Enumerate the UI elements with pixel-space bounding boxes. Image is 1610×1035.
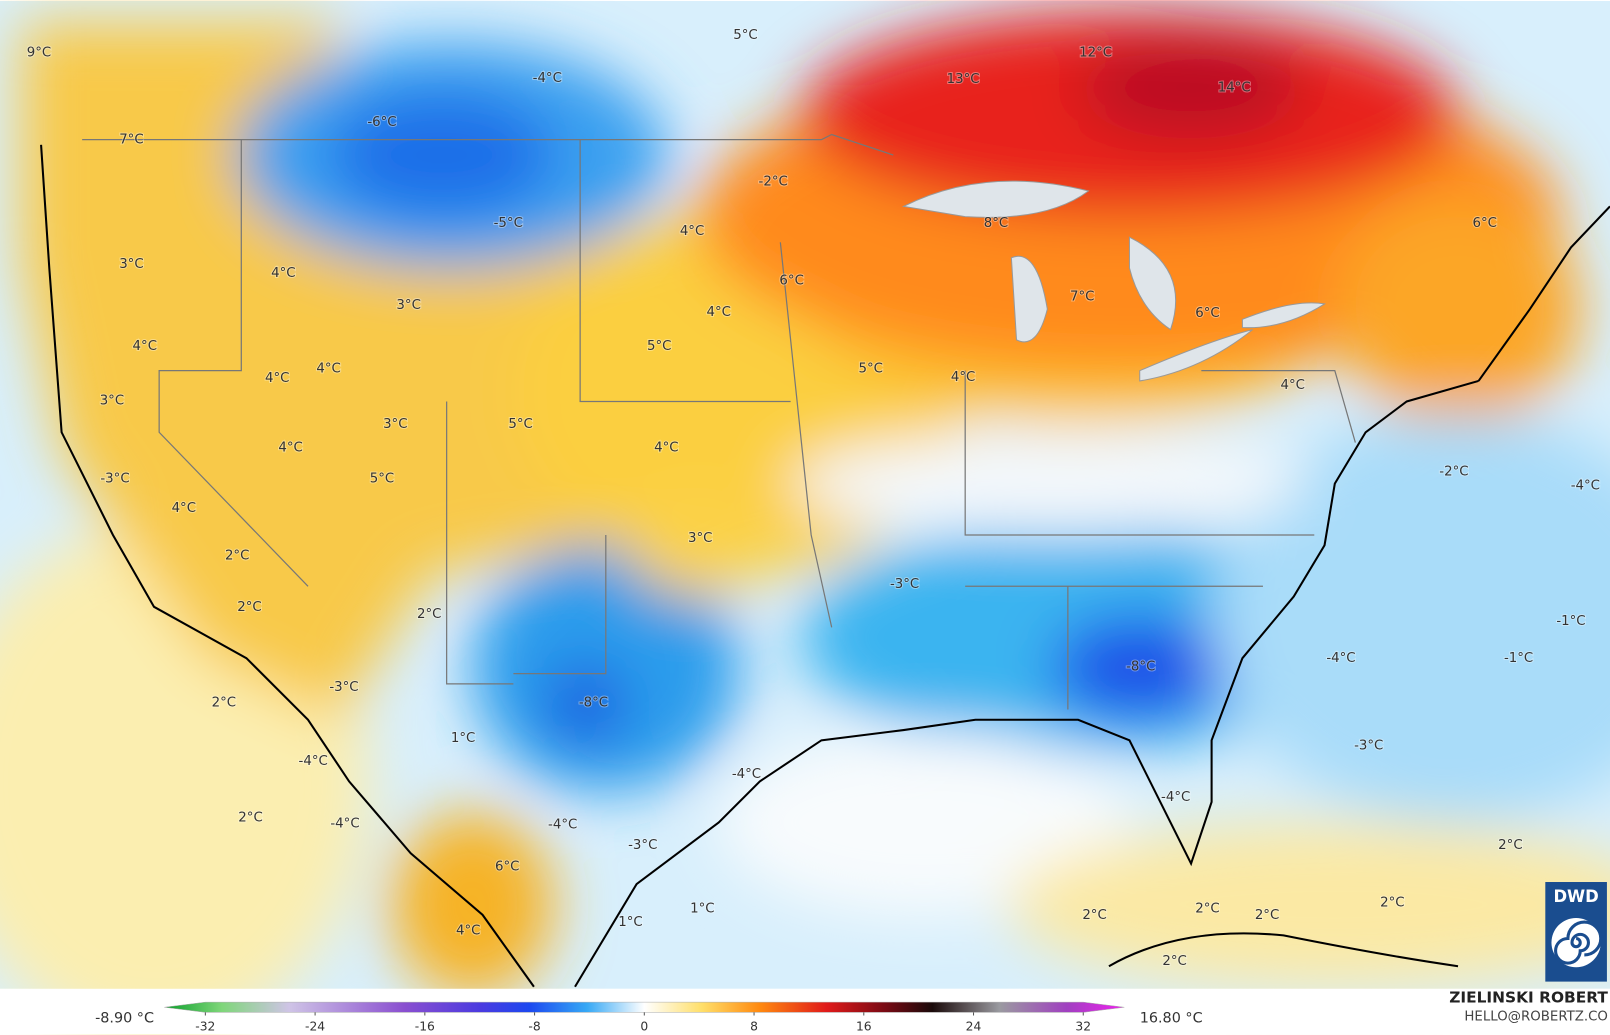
temperature-label: 2°C bbox=[1255, 908, 1279, 923]
temperature-label: 4°C bbox=[951, 370, 975, 385]
temperature-label: 4°C bbox=[680, 224, 704, 239]
temperature-label: 3°C bbox=[396, 298, 420, 313]
temperature-label: -3°C bbox=[1354, 738, 1383, 753]
temperature-label: -4°C bbox=[533, 71, 562, 86]
color-legend: -8.90 °C 16.80 °C -32 -24 -16 -8 0 8 16 24 32 bbox=[95, 1001, 1203, 1033]
legend-min: -8.90 °C bbox=[95, 1011, 154, 1027]
temperature-label: 6°C bbox=[779, 273, 803, 288]
temperature-label: -2°C bbox=[1439, 464, 1468, 479]
temperature-label: 4°C bbox=[172, 501, 196, 516]
temperature-label: 5°C bbox=[508, 417, 532, 432]
temperature-label: 2°C bbox=[212, 695, 236, 710]
temperature-label: 3°C bbox=[383, 417, 407, 432]
temperature-label: -3°C bbox=[329, 680, 358, 695]
map-labels: 9°C 7°C 5°C -4°C -6°C 12°C 13°C 14°C -2°C -5°C 4°C… bbox=[26, 27, 1601, 970]
colorbar-tick-label: 16 bbox=[856, 1019, 872, 1033]
dwd-logo: DWD bbox=[1545, 882, 1607, 982]
temperature-label: -4°C bbox=[732, 767, 761, 782]
temperature-label: -6°C bbox=[367, 115, 396, 130]
temperature-label: 9°C bbox=[27, 45, 51, 60]
colorbar-tick-label: -32 bbox=[195, 1019, 215, 1033]
temperature-label: 4°C bbox=[316, 362, 340, 377]
temperature-label: 4°C bbox=[278, 441, 302, 456]
temperature-label: 14°C bbox=[1218, 80, 1251, 95]
colorbar-tick-label: 32 bbox=[1075, 1019, 1091, 1033]
temperature-label: 4°C bbox=[456, 923, 480, 938]
colorbar-tick-label: -24 bbox=[305, 1019, 325, 1033]
temperature-label: 4°C bbox=[707, 305, 731, 320]
temperature-label: 1°C bbox=[618, 915, 642, 930]
temperature-label: -4°C bbox=[299, 754, 328, 769]
temperature-label: -3°C bbox=[890, 577, 919, 592]
colorbar-tick-label: 0 bbox=[640, 1019, 648, 1033]
temperature-label: -8°C bbox=[579, 695, 608, 710]
temperature-label: 6°C bbox=[1473, 216, 1497, 231]
temperature-label: -2°C bbox=[759, 175, 788, 190]
temperature-label: 13°C bbox=[947, 72, 980, 87]
temperature-label: 2°C bbox=[238, 810, 262, 825]
temperature-label: 6°C bbox=[1195, 306, 1219, 321]
temperature-label: 4°C bbox=[133, 339, 157, 354]
colorbar-tick-label: -16 bbox=[415, 1019, 435, 1033]
colorbar-tick-label: 24 bbox=[966, 1019, 982, 1033]
temperature-label: -4°C bbox=[1161, 790, 1190, 805]
temperature-label: 2°C bbox=[1082, 908, 1106, 923]
temperature-label: 12°C bbox=[1079, 45, 1112, 60]
temperature-label: 3°C bbox=[688, 531, 712, 546]
temperature-label: 2°C bbox=[237, 600, 261, 615]
logo-text: DWD bbox=[1553, 887, 1598, 906]
colorbar-tick-label: -8 bbox=[528, 1019, 540, 1033]
temperature-label: 2°C bbox=[1162, 954, 1186, 969]
temperature-label: -5°C bbox=[494, 216, 523, 231]
temperature-label: 4°C bbox=[271, 266, 295, 281]
temperature-label: 5°C bbox=[733, 28, 757, 43]
temperature-label: -1°C bbox=[1504, 651, 1533, 666]
temperature-label: 7°C bbox=[1070, 290, 1094, 305]
temperature-label: 5°C bbox=[370, 471, 394, 486]
temperature-label: 4°C bbox=[265, 371, 289, 386]
temperature-label: 4°C bbox=[654, 441, 678, 456]
colorbar-tick-label: 8 bbox=[750, 1019, 758, 1033]
credit-name: ZIELINSKI ROBERT bbox=[1449, 989, 1608, 1007]
temperature-label: 2°C bbox=[417, 607, 441, 622]
temperature-label: 2°C bbox=[1380, 896, 1404, 911]
temperature-label: 1°C bbox=[690, 902, 714, 917]
temperature-label: 6°C bbox=[495, 860, 519, 875]
colorbar bbox=[164, 1001, 1125, 1013]
temperature-label: -8°C bbox=[1126, 659, 1155, 674]
temperature-label: -4°C bbox=[1326, 651, 1355, 666]
temperature-label: 3°C bbox=[100, 393, 124, 408]
temperature-label: -3°C bbox=[100, 471, 129, 486]
temperature-label: 2°C bbox=[1498, 838, 1522, 853]
temperature-label: 1°C bbox=[451, 731, 475, 746]
temperature-label: 7°C bbox=[119, 133, 143, 148]
credit: ZIELINSKI ROBERT HELLO@ROBERTZ.CO bbox=[1449, 989, 1608, 1025]
temperature-label: -4°C bbox=[330, 816, 359, 831]
temperature-label: -1°C bbox=[1556, 614, 1585, 629]
temperature-label: 2°C bbox=[1195, 902, 1219, 917]
temperature-label: -4°C bbox=[1571, 479, 1600, 494]
temperature-label: 5°C bbox=[647, 339, 671, 354]
temperature-label: -3°C bbox=[628, 838, 657, 853]
credit-email: HELLO@ROBERTZ.CO bbox=[1464, 1010, 1608, 1025]
temperature-label: 2°C bbox=[225, 548, 249, 563]
legend-max: 16.80 °C bbox=[1140, 1011, 1203, 1027]
temperature-label: 8°C bbox=[984, 216, 1008, 231]
temperature-label: -4°C bbox=[548, 818, 577, 833]
temperature-label: 5°C bbox=[858, 362, 882, 377]
temperature-label: 3°C bbox=[119, 257, 143, 272]
temperature-label: 4°C bbox=[1280, 378, 1304, 393]
